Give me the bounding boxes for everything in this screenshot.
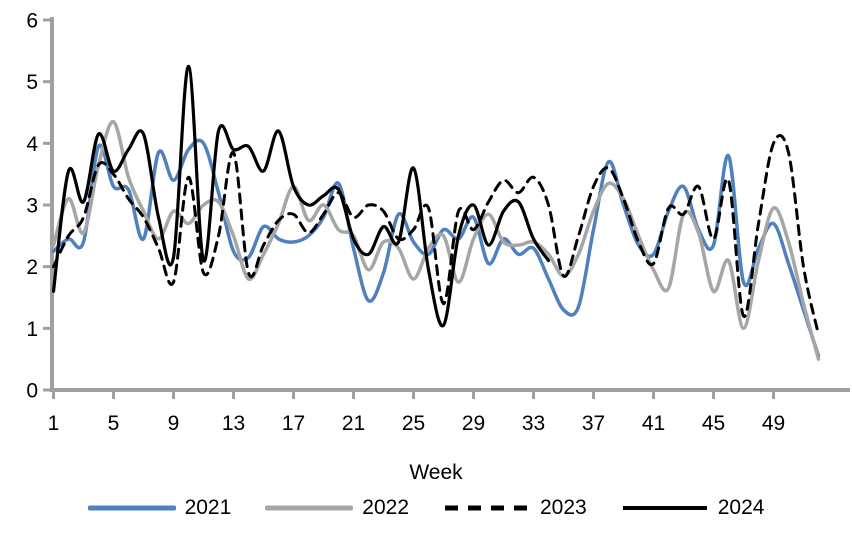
legend-label-2023: 2023 (540, 496, 587, 519)
series-line-2024 (51, 64, 551, 328)
series-line-2023 (52, 134, 820, 336)
legend-line-sample-2023 (445, 505, 529, 511)
series-line-2022 (51, 120, 821, 361)
y-tick-label: 1 (26, 318, 38, 341)
y-tick-label: 5 (26, 71, 38, 94)
x-tick-label: 29 (462, 412, 485, 435)
x-tick-label: 41 (642, 412, 665, 435)
y-tick-label: 4 (26, 133, 38, 156)
x-tick-label: 49 (762, 412, 785, 435)
x-tick-label: 17 (282, 412, 305, 435)
legend-label-2021: 2021 (184, 496, 232, 519)
legend-item-2021: 2021 (87, 494, 232, 522)
legend-line-sample-2021 (87, 505, 176, 511)
legend-item-2023: 2023 (443, 494, 587, 522)
x-tick-label: 5 (108, 412, 120, 435)
x-tick-label: 21 (342, 412, 365, 435)
x-tick-label: 9 (168, 412, 180, 435)
x-tick-label: 37 (582, 412, 605, 435)
x-tick-label: 13 (222, 412, 245, 435)
legend-line-sample-2024 (622, 506, 707, 510)
legend-item-2024: 2024 (621, 494, 765, 522)
y-tick-label: 6 (26, 10, 38, 33)
y-tick-label: 3 (26, 195, 38, 218)
chart-legend: 2021 2022 2023 2024 (0, 494, 852, 522)
x-axis-title: Week (409, 461, 463, 484)
x-tick-label: 1 (48, 412, 60, 435)
x-tick-label: 33 (522, 412, 545, 435)
y-tick-label: 2 (26, 256, 38, 279)
y-tick-label: 0 (26, 380, 38, 403)
x-tick-label: 45 (702, 412, 725, 435)
x-tick-label: 25 (402, 412, 425, 435)
legend-label-2024: 2024 (717, 496, 765, 519)
legend-label-2022: 2022 (362, 496, 409, 519)
legend-line-sample-2022 (265, 505, 354, 511)
legend-item-2022: 2022 (265, 494, 409, 522)
